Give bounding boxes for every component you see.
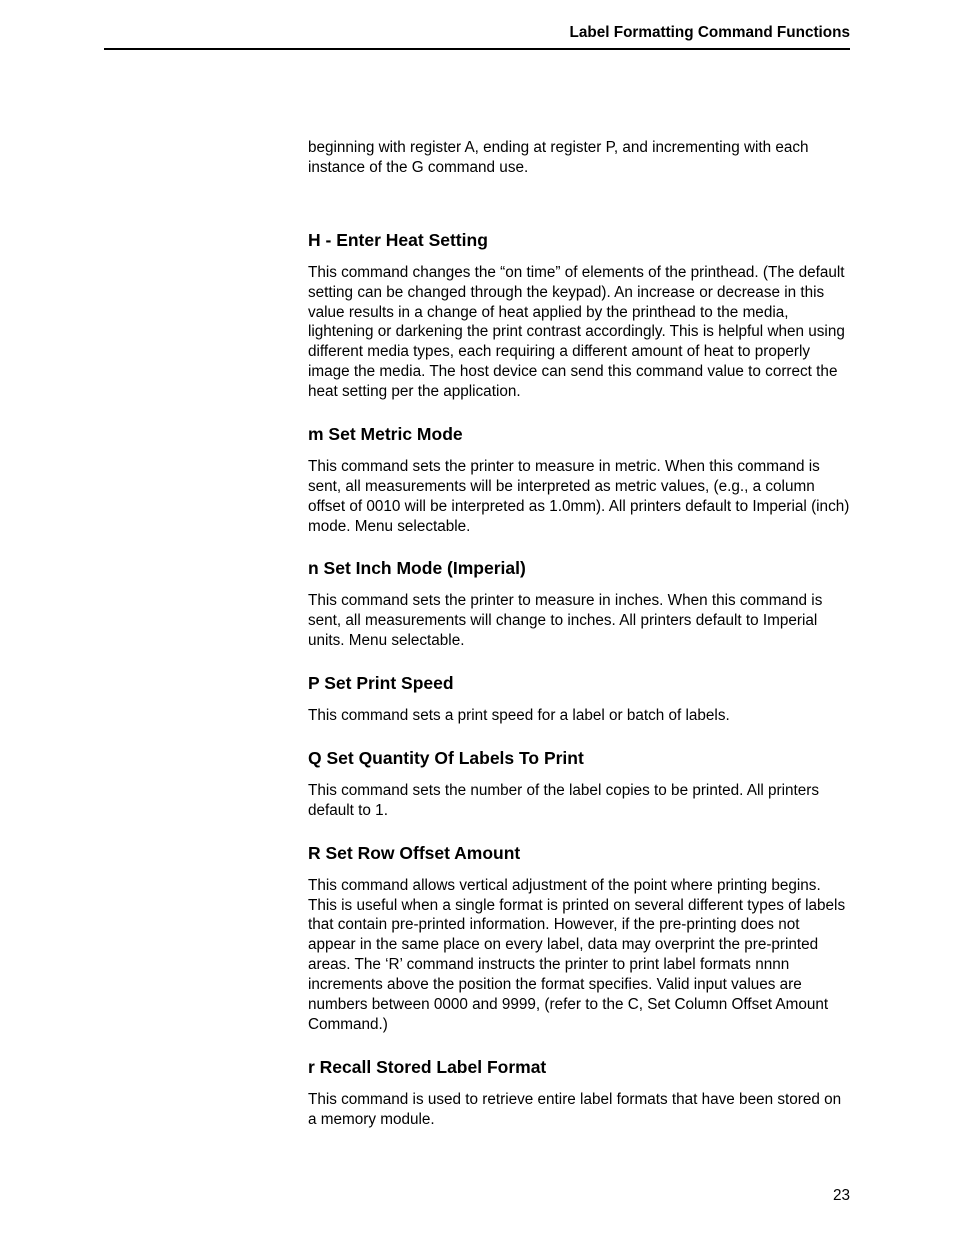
content-area: beginning with register A, ending at reg… bbox=[0, 56, 954, 1129]
page-header: Label Formatting Command Functions bbox=[0, 24, 954, 56]
section-h-heat-setting: H - Enter Heat Setting This command chan… bbox=[308, 230, 850, 402]
page-number: 23 bbox=[833, 1187, 850, 1205]
header-title: Label Formatting Command Functions bbox=[104, 24, 850, 48]
section-heading: P Set Print Speed bbox=[308, 673, 850, 694]
section-r-recall-stored: r Recall Stored Label Format This comman… bbox=[308, 1057, 850, 1130]
section-body: This command allows vertical adjustment … bbox=[308, 876, 850, 1035]
section-body: This command changes the “on time” of el… bbox=[308, 263, 850, 402]
intro-paragraph: beginning with register A, ending at reg… bbox=[308, 138, 850, 178]
section-n-inch-mode: n Set Inch Mode (Imperial) This command … bbox=[308, 558, 850, 651]
section-heading: H - Enter Heat Setting bbox=[308, 230, 850, 251]
section-body: This command sets a print speed for a la… bbox=[308, 706, 850, 726]
section-heading: Q Set Quantity Of Labels To Print bbox=[308, 748, 850, 769]
section-body: This command sets the printer to measure… bbox=[308, 457, 850, 537]
section-body: This command sets the number of the labe… bbox=[308, 781, 850, 821]
section-r-row-offset: R Set Row Offset Amount This command all… bbox=[308, 843, 850, 1035]
section-heading: m Set Metric Mode bbox=[308, 424, 850, 445]
section-body: This command sets the printer to measure… bbox=[308, 591, 850, 651]
section-q-quantity: Q Set Quantity Of Labels To Print This c… bbox=[308, 748, 850, 821]
header-rule bbox=[104, 48, 850, 50]
section-heading: r Recall Stored Label Format bbox=[308, 1057, 850, 1078]
section-heading: n Set Inch Mode (Imperial) bbox=[308, 558, 850, 579]
section-m-metric-mode: m Set Metric Mode This command sets the … bbox=[308, 424, 850, 537]
section-p-print-speed: P Set Print Speed This command sets a pr… bbox=[308, 673, 850, 726]
section-heading: R Set Row Offset Amount bbox=[308, 843, 850, 864]
page: Label Formatting Command Functions begin… bbox=[0, 0, 954, 1235]
section-body: This command is used to retrieve entire … bbox=[308, 1090, 850, 1130]
